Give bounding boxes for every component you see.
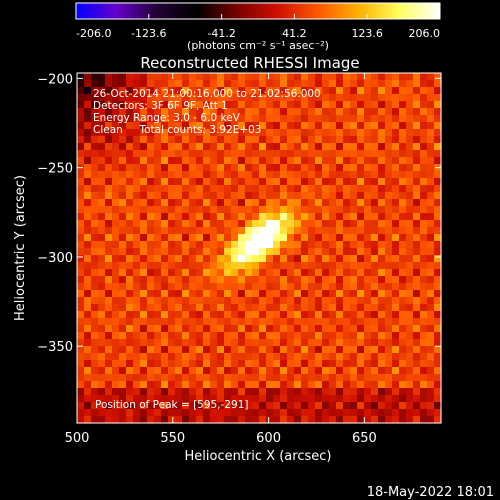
x-tick-label: 600 (256, 431, 281, 446)
colorbar-tick-label: -123.6 (131, 27, 166, 40)
plot-frame (76, 72, 442, 424)
y-tick-label: −250 (37, 162, 73, 177)
heatmap-image (77, 73, 442, 424)
peak-position-label: Position of Peak = [595,-291] (95, 399, 249, 411)
annotation-clean-counts: Clean Total counts: 3.92E+03 (93, 124, 262, 136)
x-tick-label: 500 (65, 431, 90, 446)
y-axis-ticks: −200 −250 −300 −350 (37, 72, 441, 355)
annotation-block: 26-Oct-2014 21:00:16.000 to 21:02:56.000… (93, 88, 321, 136)
colorbar-tick-labels: -206.0 -123.6 -41.2 41.2 123.6 206.0 (76, 27, 440, 40)
x-tick-label: 550 (160, 431, 185, 446)
annotation-time-range: 26-Oct-2014 21:00:16.000 to 21:02:56.000 (93, 88, 321, 100)
annotation-detectors: Detectors: 3F 6F 9F, Att 1 (93, 100, 228, 112)
colorbar-tick-label: -41.2 (207, 27, 235, 40)
chart-title: Reconstructed RHESSI Image (140, 54, 359, 72)
y-tick-label: −200 (37, 72, 73, 87)
colorbar-unit-label: (photons cm⁻² s⁻¹ asec⁻²) (187, 39, 329, 52)
x-tick-label: 650 (352, 431, 377, 446)
annotation-energy-range: Energy Range: 3.0 - 6.0 keV (93, 112, 241, 124)
y-axis-label: Heliocentric Y (arcsec) (13, 175, 28, 321)
colorbar-ticks (75, 14, 441, 19)
y-tick-label: −350 (37, 340, 73, 355)
colorbar-tick-label: 206.0 (409, 27, 441, 40)
x-axis-ticks: 500 550 600 650 (65, 73, 377, 446)
x-axis-label: Heliocentric X (arcsec) (185, 449, 332, 464)
colorbar-tick-label: 123.6 (351, 27, 383, 40)
y-tick-label: −300 (37, 251, 73, 266)
colorbar-tick-label: -206.0 (76, 27, 111, 40)
colorbar: -206.0 -123.6 -41.2 41.2 123.6 206.0 (photons… (75, 2, 441, 52)
footer-timestamp: 18-May-2022 18:01 (367, 485, 494, 500)
colorbar-tick-label: 41.2 (282, 27, 307, 40)
colorbar-strip (75, 2, 441, 20)
